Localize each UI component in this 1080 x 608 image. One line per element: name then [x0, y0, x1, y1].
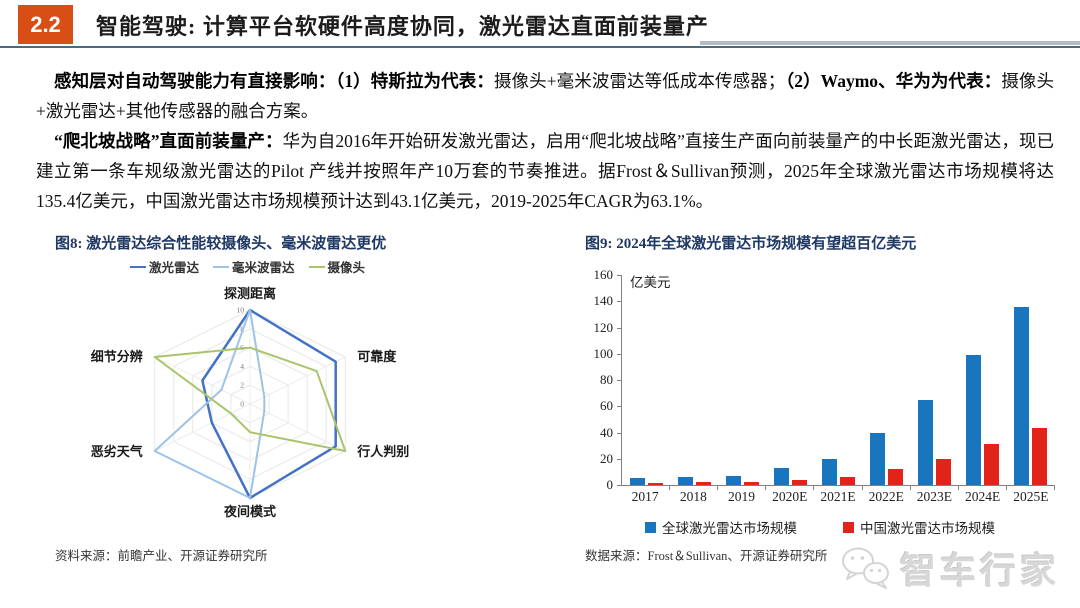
- legend-label: 摄像头: [327, 261, 366, 275]
- legend-item-camera: 摄像头: [308, 257, 366, 276]
- bar: [1014, 307, 1030, 485]
- svg-text:细节分辨: 细节分辨: [91, 349, 143, 364]
- figure9-caption: 图9: 2024年全球激光雷达市场规模有望超百亿美元: [585, 236, 917, 252]
- x-tick-label: 2020E: [772, 489, 808, 504]
- bar-chart: 0 20 40 60 80 100 120 140 160 亿美元: [585, 267, 1056, 492]
- bar: [743, 481, 759, 485]
- bar: [839, 476, 855, 485]
- figure8-caption: 图8: 激光雷达综合性能较摄像头、毫米波雷达更优: [55, 236, 387, 252]
- page-title: 智能驾驶: 计算平台软硬件高度协同，激光雷达直面前装量产: [96, 14, 709, 39]
- svg-text:10: 10: [237, 306, 245, 315]
- bar-group-2022E: [863, 275, 911, 490]
- paragraph-strategy: “爬北坡战略”直面前装量产：华为自2016年开始研发激光雷达，启用“爬北坡战略”…: [36, 126, 1054, 216]
- figure9-source: 数据来源：Frost＆Sullivan、开源证券研究所: [585, 549, 828, 563]
- svg-text:4: 4: [240, 362, 244, 371]
- bar-group-2018: [670, 275, 719, 490]
- legend-label: 中国激光雷达市场规模: [860, 521, 995, 536]
- mmwave-line-swatch: [212, 265, 229, 268]
- radar-legend: 激光雷达 毫米波雷达 摄像头: [55, 257, 440, 276]
- svg-text:探测距离: 探测距离: [224, 286, 276, 301]
- header-rule-dark: [0, 46, 1080, 48]
- bar-group-2020E: [766, 275, 815, 490]
- bar-group-2025E: [1007, 275, 1056, 490]
- bar-group-2021E: [814, 275, 863, 490]
- legend-item-lidar: 激光雷达: [129, 257, 199, 276]
- paragraph1-lead: 感知层对自动驾驶能力有直接影响：（1）特斯拉为代表：: [54, 71, 494, 91]
- charts-row: 图8: 激光雷达综合性能较摄像头、毫米波雷达更优 激光雷达 毫米波雷达 摄像头 …: [0, 232, 1080, 564]
- x-tick-label: 2018: [679, 489, 707, 504]
- svg-text:0: 0: [240, 400, 244, 409]
- china-bar-swatch: [843, 521, 854, 533]
- bar: [629, 478, 645, 485]
- svg-text:行人判别: 行人判别: [356, 444, 409, 459]
- svg-text:恶劣天气: 恶劣天气: [91, 444, 143, 459]
- x-tick-label: 2025E: [1013, 489, 1049, 504]
- svg-text:可靠度: 可靠度: [357, 349, 397, 364]
- x-tick-label: 2017: [631, 489, 659, 504]
- bar-legend: 全球激光雷达市场规模 中国激光雷达市场规模: [585, 517, 1055, 537]
- camera-line-swatch: [308, 265, 325, 268]
- x-tick-label: 2024E: [965, 489, 1001, 504]
- bar: [725, 475, 741, 485]
- figure-8: 图8: 激光雷达综合性能较摄像头、毫米波雷达更优 激光雷达 毫米波雷达 摄像头 …: [55, 232, 440, 564]
- header-rule-light: [700, 41, 1080, 45]
- global-bar-swatch: [645, 521, 656, 533]
- legend-label: 全球激光雷达市场规模: [662, 521, 797, 536]
- bar: [647, 483, 663, 485]
- svg-text:2: 2: [240, 381, 244, 390]
- legend-item-radar: 毫米波雷达: [212, 257, 295, 276]
- slide-header: 2.2 智能驾驶: 计算平台软硬件高度协同，激光雷达直面前装量产: [0, 0, 1080, 50]
- bar: [773, 467, 789, 485]
- bar: [984, 444, 1000, 485]
- bar-plot-area: 亿美元: [621, 275, 1056, 490]
- legend-item-china: 中国激光雷达市场规模: [843, 517, 995, 537]
- wechat-icon: [841, 547, 889, 589]
- bar: [888, 469, 904, 485]
- section-number: 2.2: [30, 11, 61, 37]
- bar-group-2017: [622, 275, 671, 490]
- figure8-source: 资料来源：前瞻产业、开源证券研究所: [55, 549, 268, 563]
- paragraph1-text2: 摄像头+激光雷达+其他传感器的融合方案。: [36, 71, 1054, 121]
- legend-item-global: 全球激光雷达市场规模: [645, 517, 797, 537]
- bar: [918, 399, 934, 485]
- x-tick-label: 2022E: [868, 489, 904, 504]
- bar-group-2024E: [959, 275, 1007, 490]
- bar: [821, 458, 837, 485]
- legend-label: 毫米波雷达: [231, 261, 295, 275]
- y-axis-unit: 亿美元: [630, 275, 671, 290]
- paragraph1-text: 摄像头+毫米波雷达等低成本传感器；: [493, 71, 786, 91]
- bar: [870, 432, 886, 485]
- bar: [1032, 428, 1048, 485]
- bar: [791, 479, 807, 485]
- x-tick-label: 2021E: [820, 489, 856, 504]
- bar: [966, 355, 982, 485]
- x-tick-label: 2019: [728, 489, 756, 504]
- legend-label: 激光雷达: [148, 261, 199, 275]
- paragraph2-text: 华为自2016年开始研发激光雷达，启用“爬北坡战略”直接生产面向前装量产的中长距…: [36, 131, 1054, 211]
- watermark-text: 智车行家: [899, 551, 1060, 591]
- bar: [695, 482, 711, 485]
- watermark-logo: 智车行家: [840, 542, 1060, 594]
- body-text: 感知层对自动驾驶能力有直接影响：（1）特斯拉为代表：摄像头+毫米波雷达等低成本传…: [36, 66, 1054, 216]
- paragraph-perception: 感知层对自动驾驶能力有直接影响：（1）特斯拉为代表：摄像头+毫米波雷达等低成本传…: [36, 66, 1054, 126]
- x-axis-labels: 2017 2018 2019 2020E 2021E 2022E 2023E 2024E 202…: [621, 489, 1055, 505]
- x-tick-label: 2023E: [916, 489, 953, 504]
- bar-group-2019: [718, 275, 767, 490]
- paragraph1-lead2: （2）Waymo、华为为代表：: [785, 71, 1002, 91]
- bar-group-2023E: [911, 275, 959, 490]
- svg-text:夜间模式: 夜间模式: [223, 504, 276, 519]
- y-axis-labels: 0 20 40 60 80 100 120 140 160: [585, 267, 621, 492]
- section-badge: 2.2: [18, 5, 73, 44]
- lidar-line-swatch: [129, 265, 146, 268]
- paragraph2-lead: “爬北坡战略”直面前装量产：: [54, 131, 283, 151]
- figure-9: 图9: 2024年全球激光雷达市场规模有望超百亿美元 0 20 40 60 80 100 1…: [585, 232, 1056, 564]
- bar: [936, 458, 952, 485]
- bar: [677, 477, 693, 485]
